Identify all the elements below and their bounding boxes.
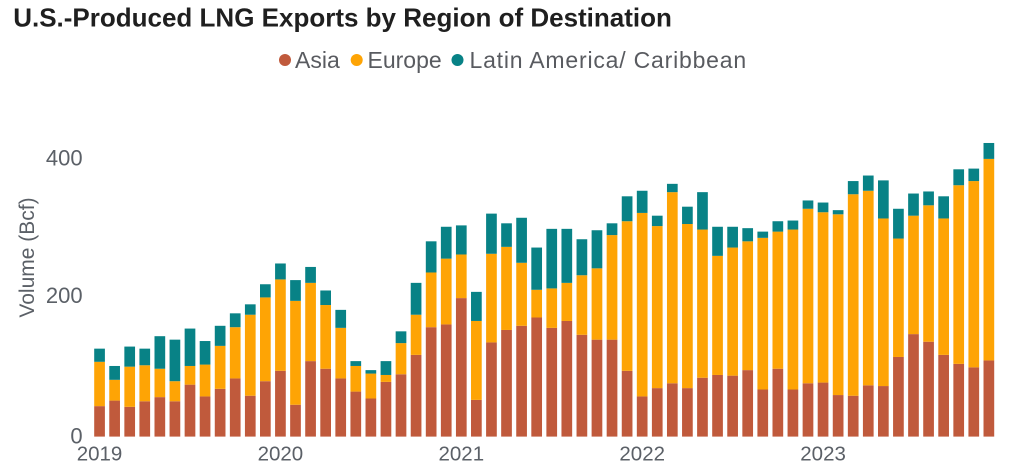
svg-text:2020: 2020: [258, 442, 304, 465]
svg-text:U.S.-Produced LNG Exports by R: U.S.-Produced LNG Exports by Region of D…: [13, 2, 672, 32]
svg-text:Volume (Bcf): Volume (Bcf): [16, 197, 39, 317]
svg-text:2022: 2022: [619, 442, 665, 465]
svg-text:200: 200: [46, 283, 83, 308]
svg-text:Latin America/ Caribbean: Latin America/ Caribbean: [470, 47, 747, 73]
svg-text:400: 400: [46, 145, 83, 170]
svg-text:0: 0: [70, 423, 82, 448]
svg-text:2019: 2019: [77, 442, 123, 465]
svg-text:2021: 2021: [438, 442, 484, 465]
svg-text:Europe: Europe: [368, 47, 442, 73]
svg-text:Asia: Asia: [295, 47, 340, 73]
svg-text:2023: 2023: [800, 442, 846, 465]
